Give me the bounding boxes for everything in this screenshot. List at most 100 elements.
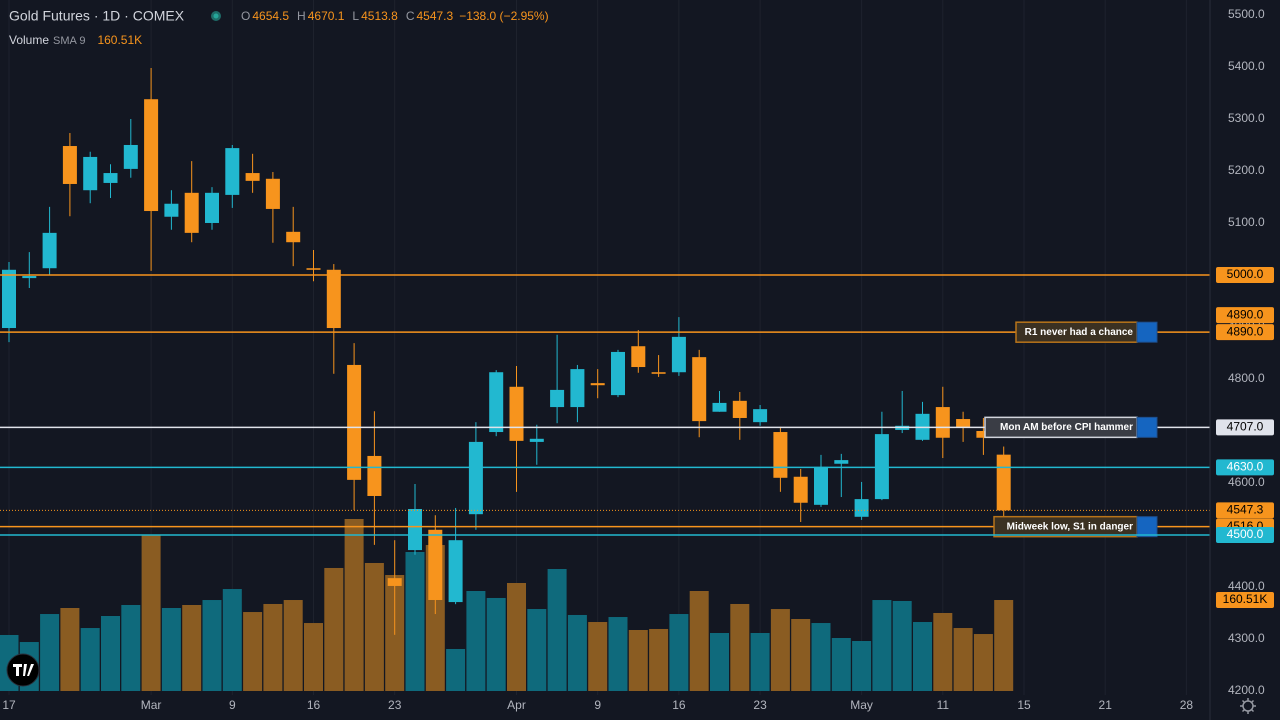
ohlc-values: O 4654.5 H 4670.1 L 4513.8 C 4547.3 −138.0 (−2.9… [241,9,549,23]
volume-bar [466,590,486,691]
note-handle [1136,516,1158,538]
price-badge [1216,324,1274,341]
candle-body [489,372,504,433]
field-key: H [297,9,306,23]
settings-icon[interactable] [1240,698,1256,714]
candle-body [2,269,16,329]
volume-bar [953,628,973,691]
candle-body [326,269,341,329]
candle-body [347,364,362,480]
volume-title: Volume [9,33,49,47]
note-label: Mon AM before CPI hammer [1000,422,1133,433]
volume-badge [1216,592,1274,609]
volume-bar [486,597,506,691]
volume-badge-label: 160.51K [1223,592,1268,606]
candle-body [42,232,57,269]
volume-bar [222,589,242,691]
candle-body [814,466,828,505]
x-tick-label: 16 [672,698,686,712]
market-status-dot [213,13,219,19]
price-badge [1216,502,1274,519]
volume-bar [344,519,364,691]
price-badge-label: 4707.0 [1227,420,1264,434]
candle-body [123,144,138,169]
candle-body [732,400,747,418]
candle-body [225,148,240,195]
field-key: L [352,9,359,23]
price-badge-label: 4890.0 [1227,307,1264,321]
volume-bar [730,603,750,691]
field-key: C [406,9,415,23]
candle-body [550,389,565,408]
candle-body [976,430,991,438]
volume-bar [182,605,202,691]
y-tick-label: 5200.0 [1228,163,1265,177]
candle-body [22,276,37,279]
volume-bar [141,534,161,691]
field-value: 4547.3 [416,9,453,23]
price-badge [1216,526,1274,543]
note-label: R1 never had a chance [1025,327,1134,338]
field-value: 4513.8 [361,9,398,23]
candle-body [834,460,849,464]
field-value: 4670.1 [308,9,345,23]
volume-bar [80,628,100,691]
volume-bar [608,617,628,691]
candle-body [570,369,585,408]
volume-bar [689,590,709,691]
note-handle [1136,416,1158,438]
volume-study: SMA 9 [53,35,85,47]
volume-bar [933,612,953,691]
volume-bar [446,648,466,691]
volume-bar [811,623,831,691]
volume-bar [913,622,932,691]
field-value: 4654.5 [252,9,289,23]
volume-bar [872,600,892,691]
title: Gold Futures · 1D · COMEX [9,8,185,24]
candle-body [712,402,727,412]
volume-bar [750,633,770,691]
candle-body [956,419,971,428]
candle-body [529,438,544,442]
volume-bar [669,614,689,691]
candle-body [854,499,869,517]
volume-bar [588,622,608,691]
volume-bar [507,583,526,691]
volume-bar [283,600,303,691]
price-badge-label: 4547.3 [1227,503,1264,517]
candle-body [651,372,666,374]
logo-circle [6,653,40,687]
candle-body [611,351,625,396]
candle-body [367,455,382,496]
candle-body [408,508,422,551]
candle-body [62,146,77,184]
candle-body [265,178,280,209]
y-tick-label: 5400.0 [1228,59,1265,73]
note-label: Midweek low, S1 in danger [1007,521,1133,532]
price-badge-label: 4890.0 [1227,324,1264,338]
candle-body [306,268,321,270]
candle-body [428,529,443,600]
candle-body [509,386,524,441]
volume-bar [101,615,120,691]
volume-bar [547,569,567,691]
price-badge-label: 4500.0 [1227,527,1264,541]
candle-body [753,409,768,423]
y-tick-label: 5300.0 [1228,111,1265,125]
x-tick-label: 21 [1099,698,1113,712]
x-tick-label: 15 [1017,698,1031,712]
candle-body [184,192,199,233]
logo-mark [13,664,34,676]
y-tick-label: 4200.0 [1228,683,1265,697]
volume-bar [243,612,263,691]
candle-body [245,173,260,181]
price-badge [1216,459,1274,476]
x-tick-label: 23 [388,698,402,712]
x-tick-label: Apr [507,698,526,712]
candle-body [103,173,118,183]
price-badge [1216,307,1274,324]
candle-body [671,336,686,373]
volume-bar [324,567,344,691]
logo[interactable] [6,653,40,687]
volume-bar [364,562,384,691]
